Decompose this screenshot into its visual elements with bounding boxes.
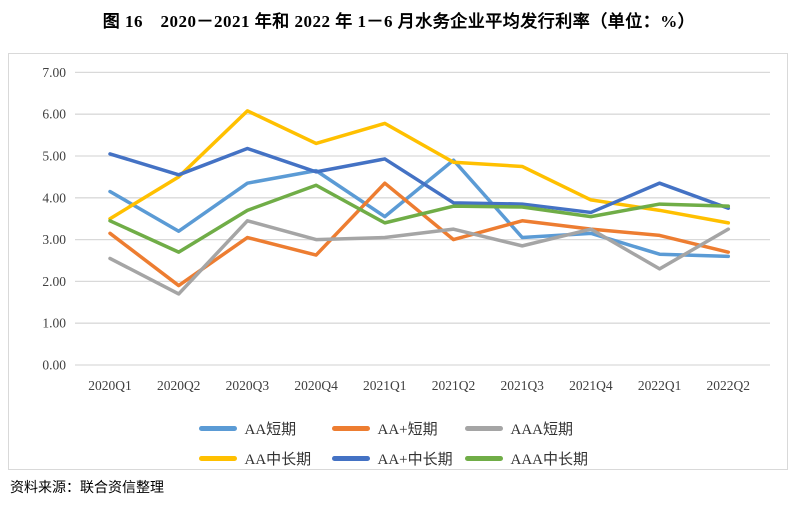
series-line-aaa-short-term — [108, 219, 731, 296]
legend-item-aa-plus-short-term: AA+短期 — [331, 418, 465, 439]
series-line-aa-mid-long-term — [108, 109, 731, 225]
series-line-aa-plus-short-term — [108, 181, 731, 288]
line-chart-plot-area: 0.00 1.00 2.00 3.00 4.00 5.00 6.00 7.00 2020Q1 20… — [42, 65, 770, 393]
y-axis-label: 3.00 — [42, 232, 66, 247]
chart-title: 图 16 2020－2021 年和 2022 年 1－6 月水务企业平均发行利率… — [102, 12, 696, 31]
legend-item-aaa-mid-long-term: AAA中长期 — [464, 448, 598, 469]
chart-frame: 0.00 1.00 2.00 3.00 4.00 5.00 6.00 7.00 2020Q1 20… — [8, 53, 788, 470]
legend-swatch-aaa-short-term — [464, 425, 503, 431]
chart-legend: AA短期 AA+短期 AAA短期 AA中长期 AA+中长期 AAA中长期 — [9, 413, 787, 473]
legend-row: AA短期 AA+短期 AAA短期 — [9, 413, 787, 443]
x-axis-label: 2022Q2 — [707, 378, 751, 393]
legend-item-aaa-short-term: AAA短期 — [464, 418, 598, 439]
legend-swatch-aa-short-term — [198, 425, 237, 431]
y-axis-label: 4.00 — [42, 190, 66, 205]
source-note: 资料来源：联合资信整理 — [10, 481, 164, 496]
legend-swatch-aa-plus-mid-long-term — [331, 455, 370, 461]
legend-item-aa-plus-mid-long-term: AA+中长期 — [331, 448, 465, 469]
legend-label: AA中长期 — [244, 451, 312, 468]
x-axis-label: 2021Q1 — [363, 378, 407, 393]
series-line-aa-short-term — [108, 158, 731, 259]
series-line-aaa-mid-long-term — [108, 183, 731, 254]
y-axis-label: 2.00 — [42, 274, 66, 289]
x-axis-label: 2021Q3 — [500, 378, 544, 393]
x-axis-label: 2020Q2 — [157, 378, 201, 393]
x-axis-label: 2021Q2 — [432, 378, 476, 393]
legend-row: AA中长期 AA+中长期 AAA中长期 — [9, 443, 787, 473]
x-axis-label: 2020Q1 — [88, 378, 132, 393]
y-axis-label: 6.00 — [42, 107, 66, 122]
x-axis-label: 2021Q4 — [569, 378, 613, 393]
legend-label: AAA中长期 — [510, 451, 589, 468]
legend-label: AA+短期 — [377, 421, 438, 438]
x-axis-label: 2020Q3 — [226, 378, 270, 393]
legend-label: AA短期 — [244, 421, 297, 438]
x-axis-label: 2020Q4 — [294, 378, 338, 393]
x-axis-label: 2022Q1 — [638, 378, 682, 393]
y-axis-label: 0.00 — [42, 358, 66, 373]
legend-label: AA+中长期 — [377, 451, 453, 468]
legend-label: AAA短期 — [510, 421, 574, 438]
legend-item-aa-mid-long-term: AA中长期 — [198, 448, 332, 469]
y-axis-label: 7.00 — [42, 65, 66, 80]
legend-item-aa-short-term: AA短期 — [198, 418, 332, 439]
series-line-aa-plus-mid-long-term — [108, 146, 731, 215]
legend-swatch-aaa-mid-long-term — [464, 455, 503, 461]
legend-swatch-aa-plus-short-term — [331, 425, 370, 431]
y-axis-label: 1.00 — [42, 316, 66, 331]
legend-swatch-aa-mid-long-term — [198, 455, 237, 461]
y-axis-label: 5.00 — [42, 149, 66, 164]
